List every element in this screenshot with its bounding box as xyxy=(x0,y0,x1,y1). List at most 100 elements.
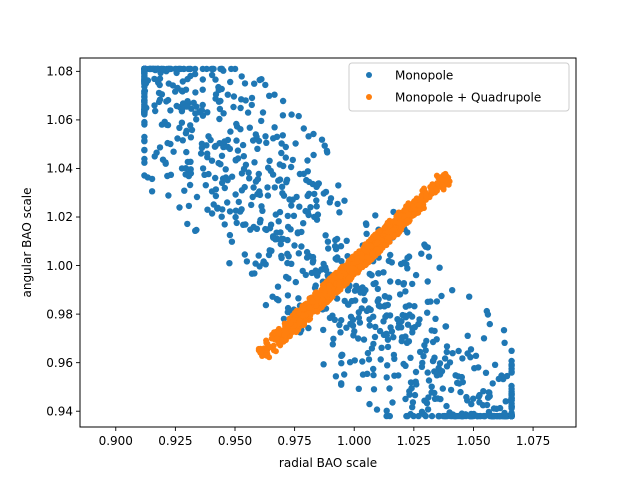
scatter-point xyxy=(415,320,422,328)
scatter-point xyxy=(204,109,211,116)
scatter-point xyxy=(159,65,166,73)
scatter-point xyxy=(208,71,216,79)
scatter-point xyxy=(228,173,236,180)
scatter-point xyxy=(222,166,229,173)
scatter-point xyxy=(406,391,413,398)
scatter-point xyxy=(427,298,434,305)
scatter-point xyxy=(387,278,394,285)
scatter-point xyxy=(232,213,239,221)
scatter-point xyxy=(181,187,188,194)
scatter-point xyxy=(141,121,148,128)
scatter-point xyxy=(320,190,327,197)
scatter-point xyxy=(182,165,190,172)
scatter-point xyxy=(378,344,385,351)
scatter-point xyxy=(219,175,227,182)
scatter-point xyxy=(154,65,161,73)
scatter-point xyxy=(429,338,437,346)
scatter-point xyxy=(501,409,508,417)
scatter-point xyxy=(508,347,515,354)
scatter-point xyxy=(411,391,419,399)
scatter-point xyxy=(238,187,246,194)
scatter-point xyxy=(304,157,311,164)
scatter-point xyxy=(361,297,368,304)
scatter-point xyxy=(343,324,350,331)
scatter-point xyxy=(394,316,401,323)
scatter-point xyxy=(185,202,193,210)
scatter-point xyxy=(311,190,318,198)
scatter-point xyxy=(320,361,327,368)
scatter-point xyxy=(491,361,499,368)
scatter-point xyxy=(180,65,187,73)
scatter-point xyxy=(169,82,177,89)
scatter-point xyxy=(409,404,416,411)
scatter-point xyxy=(212,174,219,182)
scatter-point xyxy=(280,315,288,323)
scatter-point xyxy=(428,327,435,334)
scatter-point xyxy=(275,177,282,184)
scatter-point xyxy=(240,221,247,228)
scatter-point xyxy=(383,330,390,337)
scatter-point xyxy=(273,133,281,140)
scatter-point xyxy=(224,91,231,98)
scatter-point xyxy=(405,253,413,260)
scatter-point xyxy=(245,169,252,176)
scatter-point xyxy=(141,172,148,179)
scatter-point xyxy=(265,164,272,171)
scatter-point xyxy=(264,184,271,191)
scatter-point xyxy=(388,328,396,335)
scatter-point xyxy=(443,402,450,410)
scatter-point xyxy=(249,193,256,201)
scatter-point xyxy=(192,89,199,96)
scatter-point xyxy=(326,314,334,322)
scatter-point xyxy=(312,282,319,289)
scatter-point xyxy=(415,412,422,420)
scatter-point xyxy=(266,225,274,232)
scatter-point xyxy=(278,140,285,147)
scatter-point xyxy=(215,159,222,167)
scatter-point xyxy=(485,389,492,396)
scatter-point xyxy=(183,103,190,110)
scatter-point xyxy=(179,137,186,144)
scatter-point xyxy=(141,65,148,73)
scatter-point xyxy=(363,230,370,237)
scatter-point xyxy=(402,288,409,295)
scatter-point xyxy=(455,347,462,355)
scatter-point xyxy=(372,279,379,287)
scatter-point xyxy=(380,318,387,325)
scatter-point xyxy=(341,371,348,378)
scatter-point xyxy=(248,101,255,109)
scatter-point xyxy=(253,225,261,232)
scatter-point xyxy=(254,145,261,152)
scatter-point xyxy=(409,280,416,288)
scatter-point xyxy=(484,311,492,318)
scatter-point xyxy=(400,259,408,266)
scatter-point xyxy=(441,355,449,362)
scatter-point xyxy=(232,191,239,198)
scatter-point xyxy=(199,165,207,172)
scatter-point xyxy=(276,208,284,216)
scatter-point xyxy=(413,381,420,388)
scatter-point xyxy=(199,65,206,73)
scatter-point xyxy=(331,316,338,323)
scatter-point xyxy=(299,267,306,275)
scatter-point xyxy=(228,238,236,245)
scatter-point xyxy=(370,365,377,373)
scatter-point xyxy=(259,109,267,116)
scatter-point xyxy=(435,174,442,181)
scatter-point xyxy=(289,196,296,203)
scatter-point xyxy=(251,80,258,87)
scatter-point xyxy=(420,411,428,418)
scatter-point xyxy=(208,188,216,195)
scatter-point xyxy=(224,199,231,206)
scatter-point xyxy=(315,180,322,187)
scatter-point xyxy=(287,163,295,171)
scatter-point xyxy=(337,243,345,250)
scatter-point xyxy=(443,343,451,350)
scatter-point xyxy=(249,137,257,144)
scatter-point xyxy=(282,273,290,281)
scatter-point xyxy=(156,81,163,89)
scatter-point xyxy=(332,245,340,253)
scatter-point xyxy=(377,356,384,363)
scatter-point xyxy=(170,148,177,155)
scatter-point xyxy=(338,317,345,324)
